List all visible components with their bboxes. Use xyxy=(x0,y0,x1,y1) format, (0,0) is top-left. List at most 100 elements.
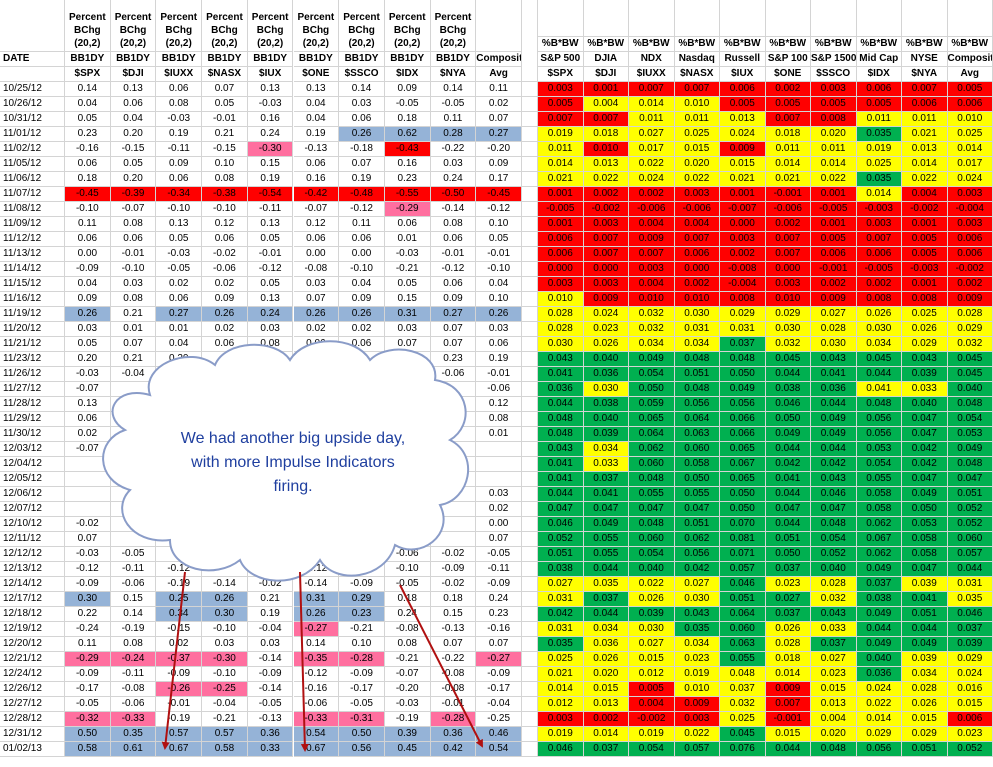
value-cell: 0.021 xyxy=(720,172,766,187)
value-cell: -0.003 xyxy=(902,262,948,277)
value-cell: 0.006 xyxy=(811,247,857,262)
value-cell: 0.16 xyxy=(247,112,294,127)
value-cell: 0.006 xyxy=(902,97,948,112)
header-cell: $SPX xyxy=(65,67,111,82)
value-cell: 0.13 xyxy=(293,82,340,97)
value-cell: 0.003 xyxy=(720,232,766,247)
value-cell: 0.003 xyxy=(538,82,584,97)
value-cell: 0.006 xyxy=(856,247,902,262)
value-cell: -0.03 xyxy=(156,112,203,127)
header-cell: BB1DY xyxy=(247,52,294,67)
value-cell: 0.006 xyxy=(720,82,766,97)
header-cell: %B*BW xyxy=(856,37,902,52)
value-cell: 0.007 xyxy=(583,247,629,262)
header-line: BChg xyxy=(74,25,101,36)
value-cell: 0.003 xyxy=(629,262,675,277)
value-cell: 0.08 xyxy=(202,172,248,187)
header-cell: Russell xyxy=(720,52,766,67)
header-cell xyxy=(856,0,902,37)
value-cell: -0.09 xyxy=(65,262,111,277)
date-cell: 10/26/12 xyxy=(0,97,65,112)
value-cell: 0.024 xyxy=(629,172,675,187)
header-cell: Composite xyxy=(476,52,522,67)
value-cell: 0.017 xyxy=(629,142,675,157)
value-cell: -0.22 xyxy=(430,142,477,157)
header-cell: $ONE xyxy=(293,67,340,82)
value-cell: 0.001 xyxy=(902,217,948,232)
value-cell: -0.39 xyxy=(110,187,157,202)
value-cell: 0.019 xyxy=(538,127,584,142)
header-line: (20,2) xyxy=(119,38,147,49)
value-cell: 0.07 xyxy=(476,112,522,127)
value-cell: 0.002 xyxy=(583,187,629,202)
value-cell: 0.007 xyxy=(765,232,811,247)
value-cell: 0.003 xyxy=(765,277,811,292)
value-cell: 0.08 xyxy=(110,292,157,307)
value-cell: 0.014 xyxy=(811,157,857,172)
value-cell: 0.14 xyxy=(430,82,477,97)
header-cell: $IUXX xyxy=(629,67,675,82)
value-cell: 0.004 xyxy=(674,217,720,232)
header-cell: %B*BW xyxy=(674,37,720,52)
header-cell: $DJI xyxy=(110,67,157,82)
value-cell: 0.006 xyxy=(674,247,720,262)
value-cell: 0.04 xyxy=(293,112,340,127)
value-cell: 0.16 xyxy=(293,172,340,187)
header-cell: S&P 100 xyxy=(765,52,811,67)
value-cell: 0.002 xyxy=(765,217,811,232)
value-cell: 0.001 xyxy=(538,217,584,232)
header-cell: Mid Cap xyxy=(856,52,902,67)
value-cell: 0.20 xyxy=(110,172,157,187)
header-cell: BB1DY xyxy=(293,52,340,67)
value-cell: -0.15 xyxy=(202,142,248,157)
gap-cell xyxy=(522,277,538,292)
header-cell xyxy=(476,0,522,52)
value-cell: -0.03 xyxy=(247,97,294,112)
value-cell: -0.55 xyxy=(384,187,431,202)
value-cell: 0.07 xyxy=(339,157,385,172)
header-line: Percent xyxy=(388,12,426,23)
header-cell: $IUXX xyxy=(156,67,203,82)
value-cell: -0.10 xyxy=(65,202,111,217)
value-cell: 0.014 xyxy=(902,157,948,172)
value-cell: -0.13 xyxy=(293,142,340,157)
value-cell: -0.50 xyxy=(430,187,477,202)
value-cell: 0.035 xyxy=(856,172,902,187)
header-cell: $ONE xyxy=(765,67,811,82)
value-cell: -0.002 xyxy=(583,202,629,217)
value-cell: -0.45 xyxy=(476,187,522,202)
gap-cell xyxy=(522,97,538,112)
value-cell: 0.19 xyxy=(293,127,340,142)
header-cell: NYSE xyxy=(902,52,948,67)
gap-cell xyxy=(522,172,538,187)
value-cell: 0.005 xyxy=(765,97,811,112)
value-cell: 0.001 xyxy=(583,82,629,97)
value-cell: 0.002 xyxy=(674,277,720,292)
header-cell: BB1DY xyxy=(110,52,157,67)
value-cell: 0.06 xyxy=(156,82,203,97)
header-line: BChg xyxy=(393,25,421,36)
header-cell: $NYA xyxy=(902,67,948,82)
header-cell: DATE xyxy=(0,52,65,67)
value-cell: 0.08 xyxy=(110,217,157,232)
arrow xyxy=(399,584,483,748)
value-cell: 0.014 xyxy=(629,97,675,112)
value-cell: -0.005 xyxy=(856,262,902,277)
header-cell: BB1DY xyxy=(65,52,111,67)
value-cell: 0.018 xyxy=(765,127,811,142)
value-cell: 0.24 xyxy=(247,127,294,142)
value-cell: 0.022 xyxy=(629,157,675,172)
header-cell: %B*BW xyxy=(765,37,811,52)
header-cell: $SSCO xyxy=(339,67,385,82)
header-cell: $IDX xyxy=(384,67,431,82)
value-cell: 0.20 xyxy=(110,127,157,142)
header-cell: Percent BChg (20,2) xyxy=(247,0,294,52)
value-cell: 0.025 xyxy=(674,127,720,142)
value-cell: 0.007 xyxy=(583,112,629,127)
value-cell: 0.024 xyxy=(720,127,766,142)
header-line: Percent xyxy=(297,12,335,23)
value-cell: 0.04 xyxy=(110,112,157,127)
header-cell: DJIA xyxy=(583,52,629,67)
value-cell: 0.06 xyxy=(202,232,248,247)
value-cell: -0.001 xyxy=(811,262,857,277)
